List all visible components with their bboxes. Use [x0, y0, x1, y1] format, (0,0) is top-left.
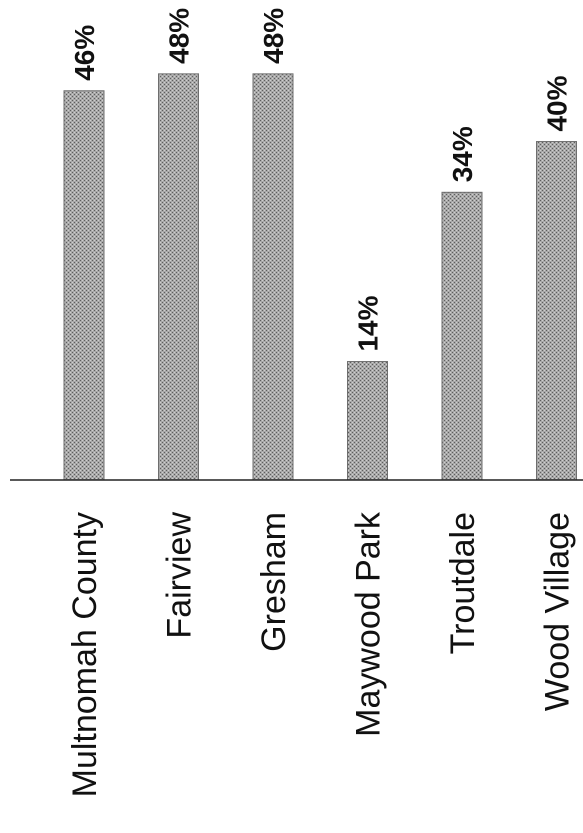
- bar-troutdale: [441, 191, 483, 481]
- bar-maywood-park: [347, 361, 388, 481]
- value-label-gresham: 48%: [258, 8, 289, 64]
- category-labels-layer: Multnomah County Fairview Gresham Maywood P…: [66, 511, 577, 797]
- bar-wood-village: [536, 141, 577, 481]
- value-label-maywood-park: 14%: [353, 295, 384, 351]
- category-label-wood-village: Wood Village: [539, 512, 577, 711]
- category-label-troutdale: Troutdale: [444, 512, 482, 654]
- value-label-troutdale: 34%: [447, 126, 478, 182]
- value-label-multnomah-county: 46%: [69, 25, 100, 81]
- bars-layer: [63, 73, 577, 481]
- bar-multnomah-county: [63, 90, 105, 481]
- bar-fairview: [158, 73, 199, 481]
- value-label-wood-village: 40%: [542, 75, 573, 131]
- category-label-gresham: Gresham: [255, 512, 293, 652]
- value-label-fairview: 48%: [164, 8, 195, 64]
- category-label-multnomah-county: Multnomah County: [66, 512, 104, 797]
- value-labels-layer: 46% 48% 48% 14% 34% 40%: [69, 8, 573, 352]
- bar-gresham: [252, 73, 294, 481]
- category-label-maywood-park: Maywood Park: [350, 511, 388, 737]
- category-label-fairview: Fairview: [161, 512, 199, 639]
